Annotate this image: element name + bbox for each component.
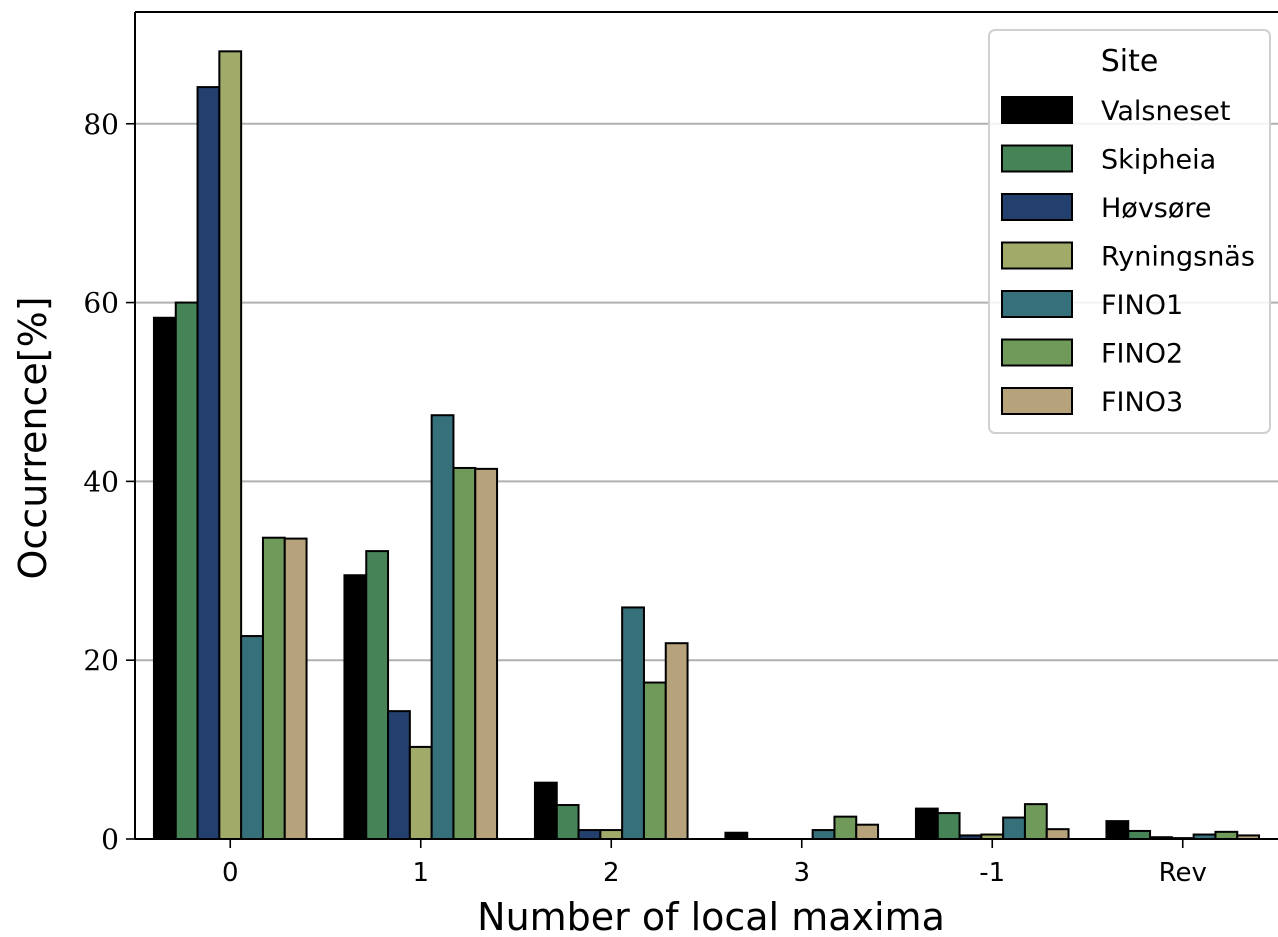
bar — [533, 781, 558, 841]
legend-swatch — [1001, 144, 1073, 173]
bar — [855, 823, 880, 840]
legend-frame — [988, 29, 1271, 434]
bar — [621, 606, 645, 840]
bar — [577, 829, 602, 840]
bar — [599, 829, 624, 840]
x-tick-label: 3 — [793, 858, 810, 888]
y-tick-label: 20 — [83, 644, 119, 677]
y-tick-label: 60 — [83, 287, 119, 320]
bar — [240, 635, 264, 841]
legend-label: Ryningsnäs — [1101, 242, 1255, 273]
legend-label: FINO2 — [1101, 339, 1183, 370]
bars — [152, 50, 1261, 841]
legend-label: FINO1 — [1101, 290, 1183, 321]
legend: Site Valsneset Skipheia Høvsøre Ryningsnäs FI… — [988, 29, 1271, 434]
bar — [1214, 830, 1239, 841]
bar — [365, 550, 390, 841]
legend-swatch — [1001, 241, 1073, 270]
bar — [174, 301, 199, 840]
bar — [664, 642, 689, 840]
x-tick-label: 1 — [412, 858, 429, 888]
axes: 0 20 40 60 80 0 1 2 3 -1 Rev — [83, 11, 1278, 888]
bar — [452, 466, 477, 840]
bar — [811, 829, 836, 840]
legend-swatch — [1001, 338, 1073, 367]
bar — [1127, 829, 1152, 840]
legend-swatch — [1001, 387, 1073, 415]
bar — [408, 745, 433, 840]
y-axis-label: Occurrence[%] — [11, 296, 55, 579]
y-tick-label: 80 — [83, 108, 119, 141]
bar — [152, 316, 177, 840]
bar — [1002, 816, 1026, 841]
y-tick-label: 0 — [101, 823, 119, 856]
bar — [283, 537, 308, 840]
bar — [555, 804, 580, 840]
bar — [833, 815, 858, 840]
bar — [261, 536, 286, 840]
legend-label: Valsneset — [1101, 96, 1230, 127]
y-tick-label: 40 — [83, 465, 119, 498]
legend-title: Site — [1101, 44, 1159, 79]
legend-label: Høvsøre — [1101, 193, 1212, 224]
legend-swatch — [1001, 290, 1073, 318]
x-tick-label: 2 — [603, 858, 620, 888]
bar — [936, 812, 961, 841]
bar — [343, 574, 368, 840]
bar — [218, 50, 243, 840]
x-axis-label: Number of local maxima — [477, 895, 945, 937]
x-tick-label: Rev — [1159, 858, 1207, 888]
bar — [474, 467, 499, 840]
legend-swatch — [1001, 193, 1073, 221]
legend-label: FINO3 — [1101, 387, 1183, 418]
x-tick-label: 0 — [222, 858, 239, 888]
bar — [642, 681, 667, 840]
legend-label: Skipheia — [1101, 145, 1216, 176]
legend-swatch — [1001, 96, 1073, 124]
bar — [196, 86, 221, 841]
bar — [914, 807, 939, 841]
bar — [387, 710, 411, 840]
bar — [1105, 820, 1130, 840]
x-tick-label: -1 — [979, 858, 1005, 888]
bar — [1023, 803, 1048, 841]
bar — [430, 414, 455, 840]
bar — [1045, 828, 1070, 840]
